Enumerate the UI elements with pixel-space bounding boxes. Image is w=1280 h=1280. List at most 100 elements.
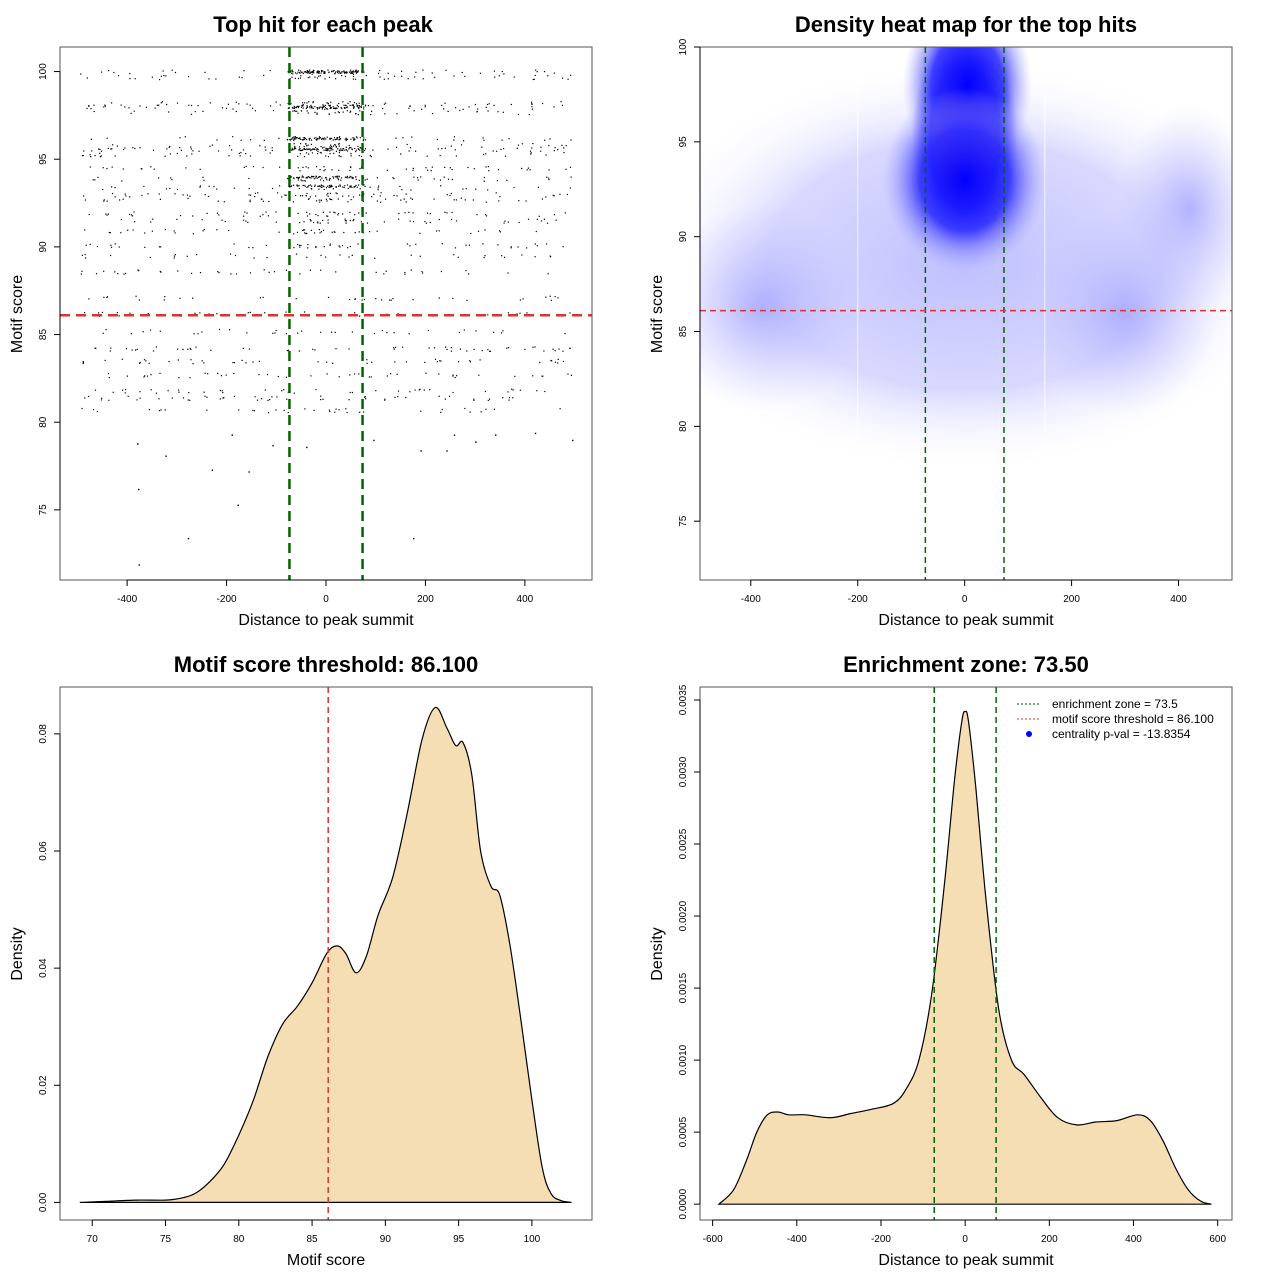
scatter-point xyxy=(220,375,223,377)
scatter-point xyxy=(409,220,411,222)
scatter-point xyxy=(386,375,388,377)
scatter-point xyxy=(320,72,322,74)
scatter-point xyxy=(233,243,235,245)
scatter-point xyxy=(306,145,308,147)
scatter-point xyxy=(285,333,287,335)
scatter-point xyxy=(319,106,321,108)
scatter-point xyxy=(513,186,515,189)
scatter-point xyxy=(190,359,192,361)
scatter-point xyxy=(462,188,464,190)
scatter-point xyxy=(178,389,180,391)
scatter-point xyxy=(355,149,358,151)
scatter-point xyxy=(347,187,349,189)
scatter-point xyxy=(410,189,412,191)
scatter-point xyxy=(284,194,286,196)
scatter-point xyxy=(323,166,325,168)
scatter-point xyxy=(441,104,443,106)
scatter-point xyxy=(182,348,184,350)
scatter-point xyxy=(553,72,555,74)
scatter-point xyxy=(190,348,192,351)
scatter-point xyxy=(101,397,103,399)
scatter-point xyxy=(193,333,195,335)
score-density-area xyxy=(79,706,572,1204)
scatter-point xyxy=(321,186,323,188)
distance-density-y-label: Density xyxy=(649,927,666,980)
scatter-point xyxy=(150,374,152,376)
scatter-point xyxy=(375,298,377,300)
scatter-point xyxy=(544,139,546,141)
scatter-point xyxy=(311,71,313,73)
scatter-point xyxy=(111,166,113,168)
scatter-point xyxy=(243,166,245,168)
scatter-point xyxy=(305,166,307,168)
scatter-point xyxy=(517,113,519,116)
heatmap-area xyxy=(700,47,1232,580)
scatter-point xyxy=(354,232,356,234)
scatter-point xyxy=(191,153,193,155)
scatter-point xyxy=(315,195,317,197)
scatter-point xyxy=(296,231,299,233)
scatter-point xyxy=(557,149,559,151)
scatter-point xyxy=(358,231,360,233)
scatter-point xyxy=(414,389,416,391)
scatter-point xyxy=(101,71,103,73)
scatter-point xyxy=(299,148,301,150)
scatter-point xyxy=(526,312,528,314)
scatter-point xyxy=(346,110,348,112)
scatter-point xyxy=(135,349,137,351)
scatter-point xyxy=(285,269,287,271)
scatter-point xyxy=(530,153,532,155)
scatter-point xyxy=(211,469,214,471)
scatter-point xyxy=(300,75,302,77)
scatter-point xyxy=(320,231,322,233)
scatter-point xyxy=(139,391,141,393)
scatter-point xyxy=(460,197,462,199)
scatter-point xyxy=(382,107,384,110)
scatter-point xyxy=(330,185,332,187)
scatter-point xyxy=(440,360,442,362)
scatter-point xyxy=(534,256,536,258)
scatter-point xyxy=(103,296,105,298)
scatter-point xyxy=(84,397,86,399)
scatter-point xyxy=(318,176,320,178)
scatter-point xyxy=(312,176,314,178)
scatter-point xyxy=(483,256,485,259)
scatter-point xyxy=(331,169,333,171)
scatter-point xyxy=(354,147,356,150)
scatter-point xyxy=(422,272,424,274)
scatter-point xyxy=(565,145,567,147)
scatter-point xyxy=(337,106,339,108)
scatter-point xyxy=(338,376,340,378)
scatter-point xyxy=(302,104,304,106)
scatter-point xyxy=(295,298,297,300)
scatter-point xyxy=(326,149,328,151)
scatter-point xyxy=(553,150,555,152)
scatter-point xyxy=(493,70,495,72)
scatter-point xyxy=(332,139,334,141)
scatter-point xyxy=(313,148,315,150)
scatter-point xyxy=(287,103,289,105)
scatter-point xyxy=(111,102,113,104)
scatter-x-tick-label: 0 xyxy=(323,594,329,605)
scatter-point xyxy=(569,166,572,168)
scatter-point xyxy=(238,103,240,105)
scatter-point xyxy=(80,73,82,75)
scatter-point xyxy=(366,178,368,180)
scatter-point xyxy=(305,70,307,72)
scatter-point xyxy=(319,176,321,178)
scatter-point xyxy=(307,247,309,249)
scatter-point xyxy=(299,71,301,74)
scatter-point xyxy=(85,244,87,246)
scatter-point xyxy=(528,114,530,116)
scatter-point xyxy=(549,295,551,297)
scatter-point xyxy=(168,146,170,148)
scatter-point xyxy=(122,389,124,391)
scatter-point xyxy=(487,166,489,168)
scatter-point xyxy=(309,107,311,109)
scatter-point xyxy=(337,212,340,215)
scatter-point xyxy=(322,106,324,108)
scatter-point xyxy=(554,350,556,352)
scatter-point xyxy=(496,180,498,182)
scatter-point xyxy=(353,137,355,139)
scatter-point xyxy=(298,177,300,179)
